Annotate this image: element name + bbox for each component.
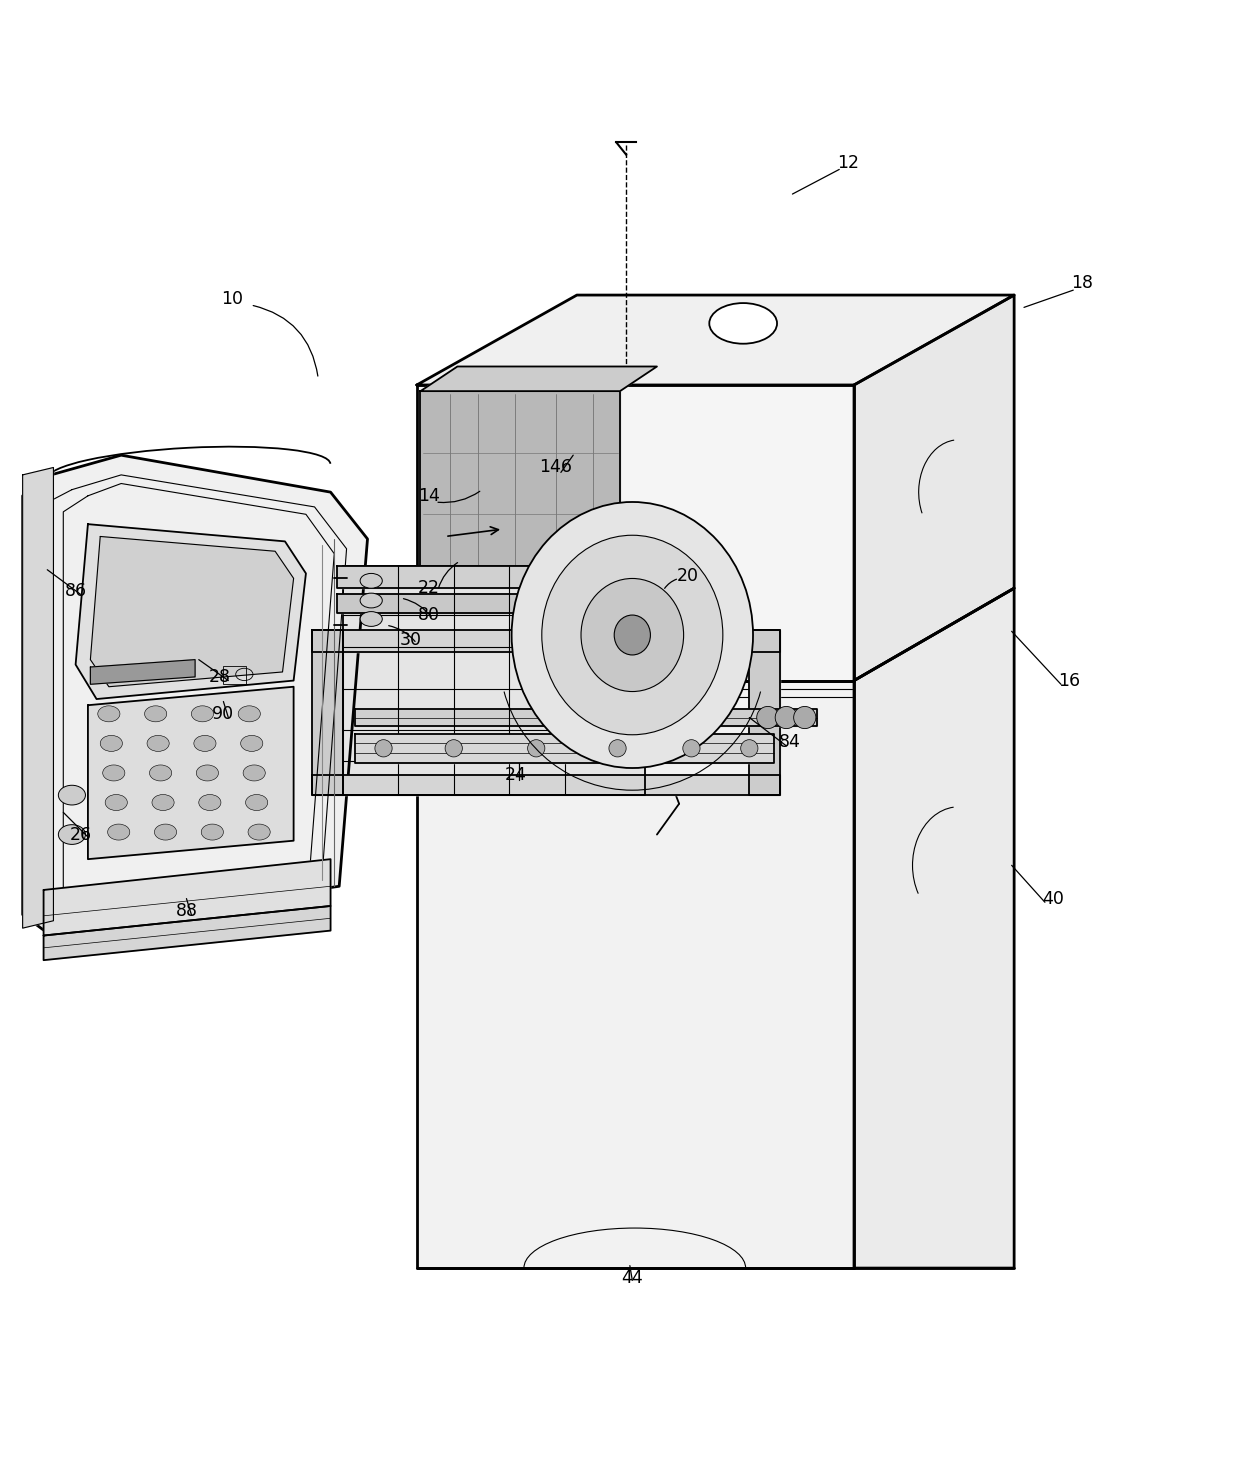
- Polygon shape: [854, 589, 1014, 1267]
- Circle shape: [683, 740, 701, 757]
- Text: 26: 26: [69, 826, 92, 843]
- Polygon shape: [312, 630, 343, 795]
- Text: 30: 30: [399, 631, 422, 649]
- Ellipse shape: [100, 736, 123, 751]
- Ellipse shape: [103, 765, 125, 782]
- Ellipse shape: [193, 736, 216, 751]
- Polygon shape: [417, 680, 854, 1267]
- Polygon shape: [43, 905, 331, 960]
- Polygon shape: [22, 468, 53, 929]
- Ellipse shape: [542, 536, 723, 735]
- Polygon shape: [91, 659, 195, 684]
- Polygon shape: [749, 630, 780, 795]
- Ellipse shape: [155, 824, 176, 841]
- Polygon shape: [312, 630, 780, 652]
- Text: 44: 44: [621, 1269, 644, 1287]
- Ellipse shape: [196, 765, 218, 782]
- Ellipse shape: [248, 824, 270, 841]
- Text: 22: 22: [418, 578, 440, 598]
- Ellipse shape: [105, 795, 128, 811]
- Ellipse shape: [243, 765, 265, 782]
- Text: 20: 20: [677, 567, 699, 584]
- Ellipse shape: [360, 593, 382, 608]
- Ellipse shape: [201, 824, 223, 841]
- Text: 146: 146: [539, 458, 573, 477]
- Polygon shape: [420, 367, 657, 392]
- Text: 90: 90: [212, 705, 234, 723]
- Ellipse shape: [238, 707, 260, 721]
- Polygon shape: [91, 536, 294, 687]
- Text: 86: 86: [64, 581, 87, 599]
- Ellipse shape: [709, 303, 777, 344]
- Polygon shape: [43, 860, 331, 936]
- Text: 88: 88: [175, 902, 197, 920]
- Polygon shape: [355, 710, 817, 726]
- Text: 12: 12: [837, 155, 859, 172]
- Polygon shape: [420, 392, 620, 677]
- Circle shape: [445, 740, 463, 757]
- Ellipse shape: [241, 736, 263, 751]
- Polygon shape: [417, 294, 1014, 386]
- Polygon shape: [417, 386, 854, 680]
- Ellipse shape: [360, 611, 382, 627]
- Text: 14: 14: [418, 487, 440, 505]
- Ellipse shape: [148, 736, 169, 751]
- Polygon shape: [355, 733, 774, 762]
- Polygon shape: [337, 567, 645, 589]
- Polygon shape: [22, 455, 367, 936]
- Ellipse shape: [191, 707, 213, 721]
- Ellipse shape: [150, 765, 171, 782]
- Text: 40: 40: [1043, 889, 1064, 908]
- Polygon shape: [337, 595, 645, 612]
- Circle shape: [794, 707, 816, 729]
- Ellipse shape: [360, 574, 382, 589]
- Text: 28: 28: [208, 668, 231, 686]
- Ellipse shape: [108, 824, 130, 841]
- Text: 10: 10: [221, 290, 243, 308]
- Circle shape: [740, 740, 758, 757]
- Text: 80: 80: [418, 606, 440, 624]
- Ellipse shape: [614, 615, 651, 655]
- Ellipse shape: [98, 707, 120, 721]
- Text: 24: 24: [505, 767, 526, 785]
- Circle shape: [756, 707, 779, 729]
- Polygon shape: [343, 567, 645, 795]
- Polygon shape: [88, 687, 294, 860]
- Ellipse shape: [58, 785, 86, 805]
- Polygon shape: [76, 524, 306, 699]
- Ellipse shape: [58, 824, 86, 845]
- Ellipse shape: [246, 795, 268, 811]
- Polygon shape: [854, 294, 1014, 680]
- Circle shape: [374, 740, 392, 757]
- Ellipse shape: [153, 795, 174, 811]
- Ellipse shape: [582, 578, 683, 692]
- Ellipse shape: [198, 795, 221, 811]
- Ellipse shape: [512, 502, 753, 768]
- Polygon shape: [312, 776, 780, 795]
- Circle shape: [609, 740, 626, 757]
- Circle shape: [775, 707, 797, 729]
- Text: 16: 16: [1059, 671, 1080, 689]
- Ellipse shape: [145, 707, 166, 721]
- Text: 18: 18: [1071, 274, 1092, 291]
- Text: 84: 84: [779, 733, 801, 751]
- Circle shape: [528, 740, 544, 757]
